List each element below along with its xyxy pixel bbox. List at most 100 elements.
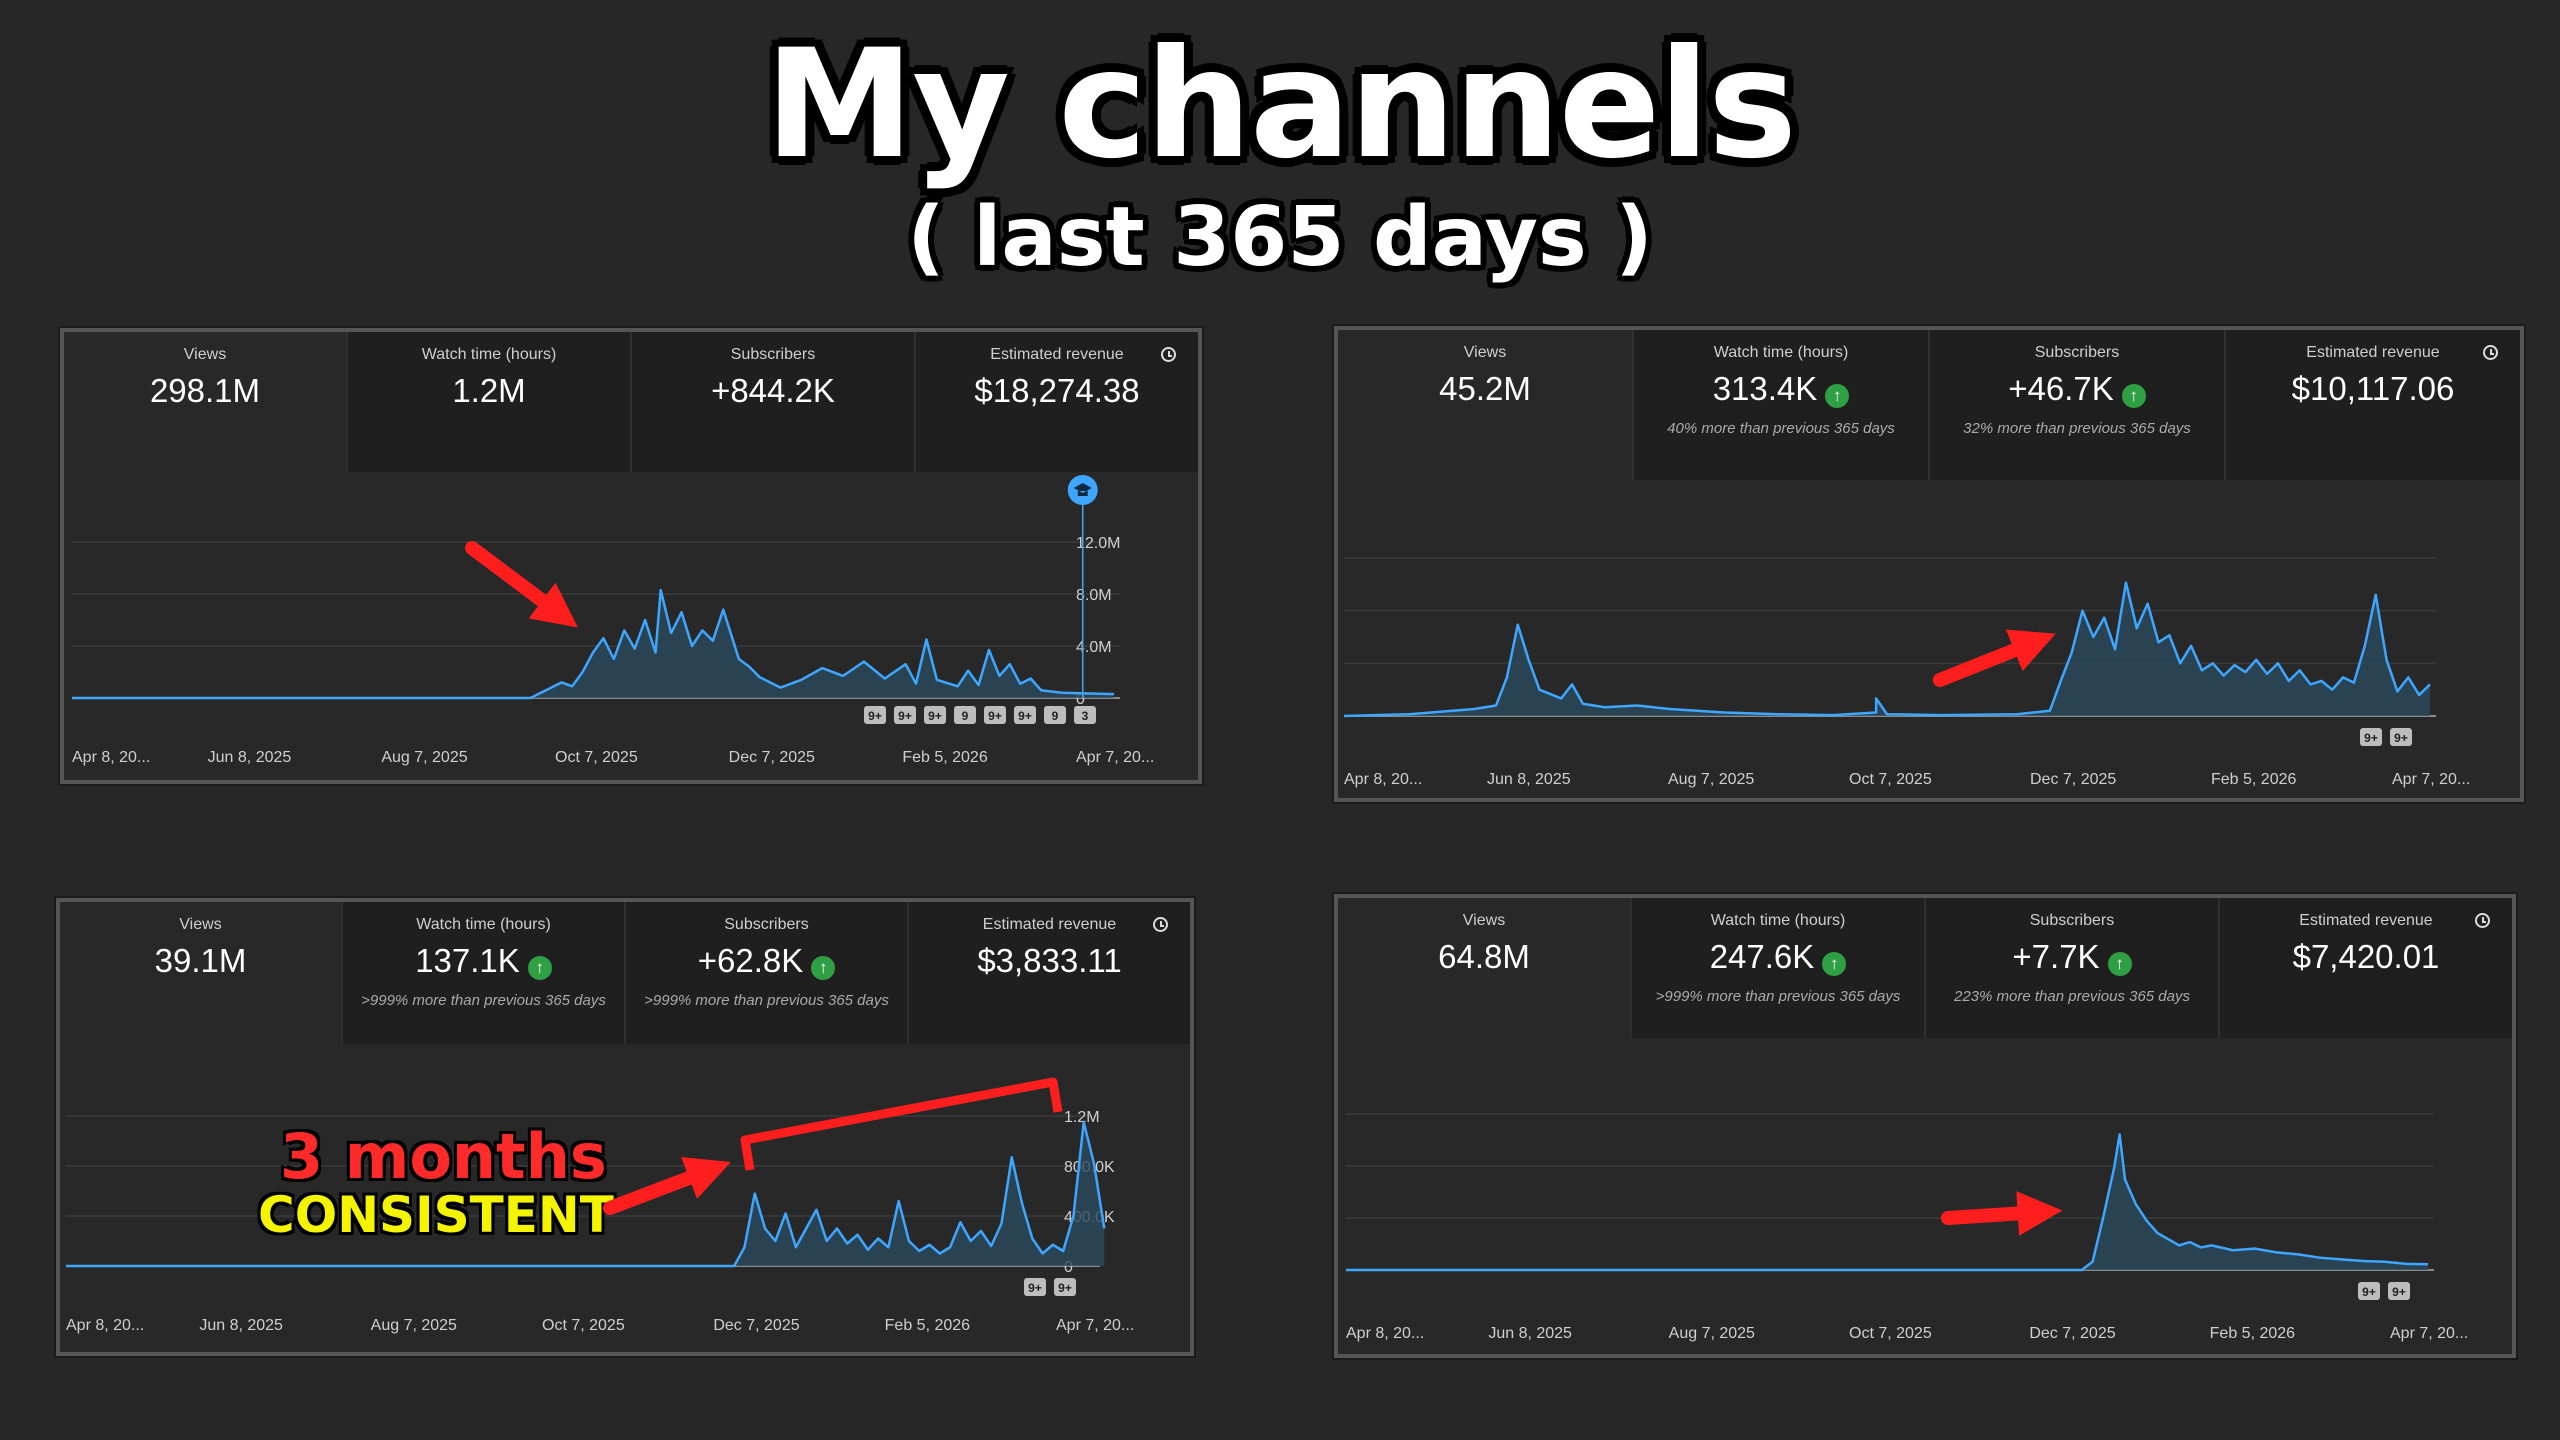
up-arrow-icon: ↑ — [1822, 951, 1847, 976]
metric-card-estimated-revenue[interactable]: Estimated revenue $3,833.11 — [909, 902, 1190, 1044]
x-tick-label: Apr 7, 20... — [2390, 1325, 2468, 1342]
metric-label: Views — [1463, 344, 1507, 361]
metric-card-views[interactable]: Views 298.1M — [64, 332, 348, 472]
series-line — [66, 1121, 1106, 1268]
annotation-badge-icon — [1054, 1278, 1076, 1296]
clock-icon — [1153, 917, 1168, 932]
metric-card-subscribers[interactable]: Subscribers +62.8K ↑ >999% more than previo… — [626, 902, 909, 1044]
x-tick-label: Feb 5, 2026 — [902, 749, 988, 766]
series-area — [1344, 582, 2430, 716]
views-chart[interactable]: 0 4.0M 8.0M 12.0M Apr 8, 20... Jun 8, 2025 Aug… — [64, 472, 1202, 784]
metric-comparison-note: 32% more than previous 365 days — [1963, 420, 2191, 437]
metric-value: 1.2M — [452, 372, 526, 409]
x-tick-label: Feb 5, 2026 — [2210, 1325, 2296, 1342]
series-area — [72, 590, 1114, 698]
metric-value: +844.2K — [711, 372, 835, 409]
page-subtitle: ( last 365 days ) — [907, 190, 1653, 285]
arrow-panel-4 — [1941, 1191, 2063, 1236]
up-arrow-icon: ↑ — [2121, 383, 2146, 408]
metric-value: 247.6K — [1709, 938, 1815, 975]
metric-label: Estimated revenue — [982, 916, 1117, 933]
annotation-badge-icon — [1074, 706, 1096, 724]
metric-label: Watch time (hours) — [1710, 912, 1846, 929]
arrow-panel-2 — [1933, 629, 2056, 687]
y-tick-label: 8.0M — [1076, 587, 1112, 604]
metric-comparison-note: >999% more than previous 365 days — [1655, 988, 1901, 1005]
clock-icon — [2483, 345, 2498, 360]
annotation-badge-label: 9+ — [2394, 731, 2408, 745]
metric-card-views[interactable]: Views 39.1M — [60, 902, 343, 1044]
x-tick-label: Aug 7, 2025 — [1669, 1325, 1755, 1342]
x-tick-label: Apr 7, 20... — [1056, 1317, 1134, 1334]
metric-card-subscribers[interactable]: Subscribers +844.2K — [632, 332, 916, 472]
x-tick-label: Oct 7, 2025 — [542, 1317, 625, 1334]
x-tick-label: Dec 7, 2025 — [729, 749, 815, 766]
metric-label: Estimated revenue — [990, 346, 1124, 363]
arrow-panel-1 — [465, 541, 578, 628]
metric-value: 64.8M — [1438, 938, 1530, 975]
annotation-badge-icon — [864, 706, 886, 724]
metric-label: Estimated revenue — [2299, 912, 2433, 929]
metric-value: $10,117.06 — [2291, 370, 2455, 407]
metric-label: Watch time (hours) — [416, 916, 551, 933]
callout-line-2: CONSISTENT — [258, 1186, 614, 1244]
annotation-badge-icon — [1014, 706, 1036, 724]
annotation-badge-label: 9+ — [2392, 1285, 2406, 1299]
metric-value: 45.2M — [1439, 370, 1531, 407]
series-line — [72, 588, 1115, 700]
clock-icon — [1161, 347, 1176, 362]
metric-card-estimated-revenue[interactable]: Estimated revenue $18,274.38 — [916, 332, 1198, 472]
metric-card-watch-time-hours[interactable]: Watch time (hours) 313.4K ↑ 40% more than p… — [1634, 330, 1930, 480]
metric-label: Views — [179, 916, 222, 933]
annotation-badge-icon — [2358, 1282, 2380, 1300]
metric-value: 39.1M — [154, 942, 247, 979]
metric-card-views[interactable]: Views 64.8M — [1338, 898, 1632, 1038]
x-tick-label: Oct 7, 2025 — [1849, 771, 1932, 788]
x-tick-label: Aug 7, 2025 — [371, 1317, 457, 1334]
up-arrow-icon: ↑ — [527, 955, 552, 980]
annotation-badge-label: 3 — [1082, 709, 1089, 723]
annotation-badge-label: 9+ — [1028, 1281, 1042, 1295]
annotation-badge-label: 9+ — [928, 709, 942, 723]
views-chart[interactable]: 01.3M2.5M3.8MApr 8, 20...Jun 8, 2025Aug … — [1338, 1038, 2516, 1358]
metric-card-views[interactable]: Views 45.2M — [1338, 330, 1634, 480]
x-tick-label: Jun 8, 2025 — [208, 749, 292, 766]
x-tick-label: Dec 7, 2025 — [2030, 771, 2116, 788]
metric-comparison-note: 40% more than previous 365 days — [1667, 420, 1895, 437]
metric-card-estimated-revenue[interactable]: Estimated revenue $10,117.06 — [2226, 330, 2520, 480]
x-tick-label: Apr 8, 20... — [1346, 1325, 1424, 1342]
metric-comparison-note: >999% more than previous 365 days — [361, 992, 606, 1009]
up-arrow-icon: ↑ — [2107, 951, 2132, 976]
metric-card-subscribers[interactable]: Subscribers +46.7K ↑ 32% more than previous… — [1930, 330, 2226, 480]
x-tick-label: Oct 7, 2025 — [1849, 1325, 1932, 1342]
metric-card-watch-time-hours[interactable]: Watch time (hours) 137.1K ↑ >999% more than… — [343, 902, 626, 1044]
x-tick-label: Jun 8, 2025 — [1488, 1325, 1572, 1342]
page-title: My channels — [764, 18, 1797, 192]
annotation-badge-label: 9+ — [988, 709, 1002, 723]
annotation-badge-icon — [1024, 1278, 1046, 1296]
metrics-row: Views 45.2M Watch time (hours) 313.4K ↑ 40% m… — [1338, 330, 2520, 480]
metric-card-watch-time-hours[interactable]: Watch time (hours) 1.2M — [348, 332, 632, 472]
x-tick-label: Feb 5, 2026 — [885, 1317, 971, 1334]
metric-card-subscribers[interactable]: Subscribers +7.7K ↑ 223% more than previous… — [1926, 898, 2220, 1038]
channel-panel-3: Views 39.1M Watch time (hours) 137.1K ↑ >999%… — [56, 898, 1194, 1356]
x-tick-label: Oct 7, 2025 — [555, 749, 638, 766]
annotation-badge-label: 9+ — [2364, 731, 2378, 745]
x-tick-label: Aug 7, 2025 — [1668, 771, 1754, 788]
annotation-badge-label: 9+ — [1018, 709, 1032, 723]
annotation-badge-icon — [984, 706, 1006, 724]
x-tick-label: Dec 7, 2025 — [2029, 1325, 2115, 1342]
annotation-badge-icon — [2390, 728, 2412, 746]
series-area — [66, 1122, 1105, 1266]
series-area — [1346, 1134, 2428, 1270]
metric-value: +7.7K — [2012, 938, 2100, 975]
views-chart[interactable]: 0300.0K600.0K900.0KApr 8, 20...Jun 8, 20… — [1338, 480, 2524, 802]
metric-label: Watch time (hours) — [421, 346, 557, 363]
metrics-row: Views 64.8M Watch time (hours) 247.6K ↑ >999%… — [1338, 898, 2512, 1038]
metric-card-estimated-revenue[interactable]: Estimated revenue $7,420.01 — [2220, 898, 2512, 1038]
x-tick-label: Apr 8, 20... — [66, 1317, 144, 1334]
metric-label: Subscribers — [2029, 912, 2115, 929]
metric-card-watch-time-hours[interactable]: Watch time (hours) 247.6K ↑ >999% more than… — [1632, 898, 1926, 1038]
graduation-cap-shape — [1073, 483, 1092, 496]
